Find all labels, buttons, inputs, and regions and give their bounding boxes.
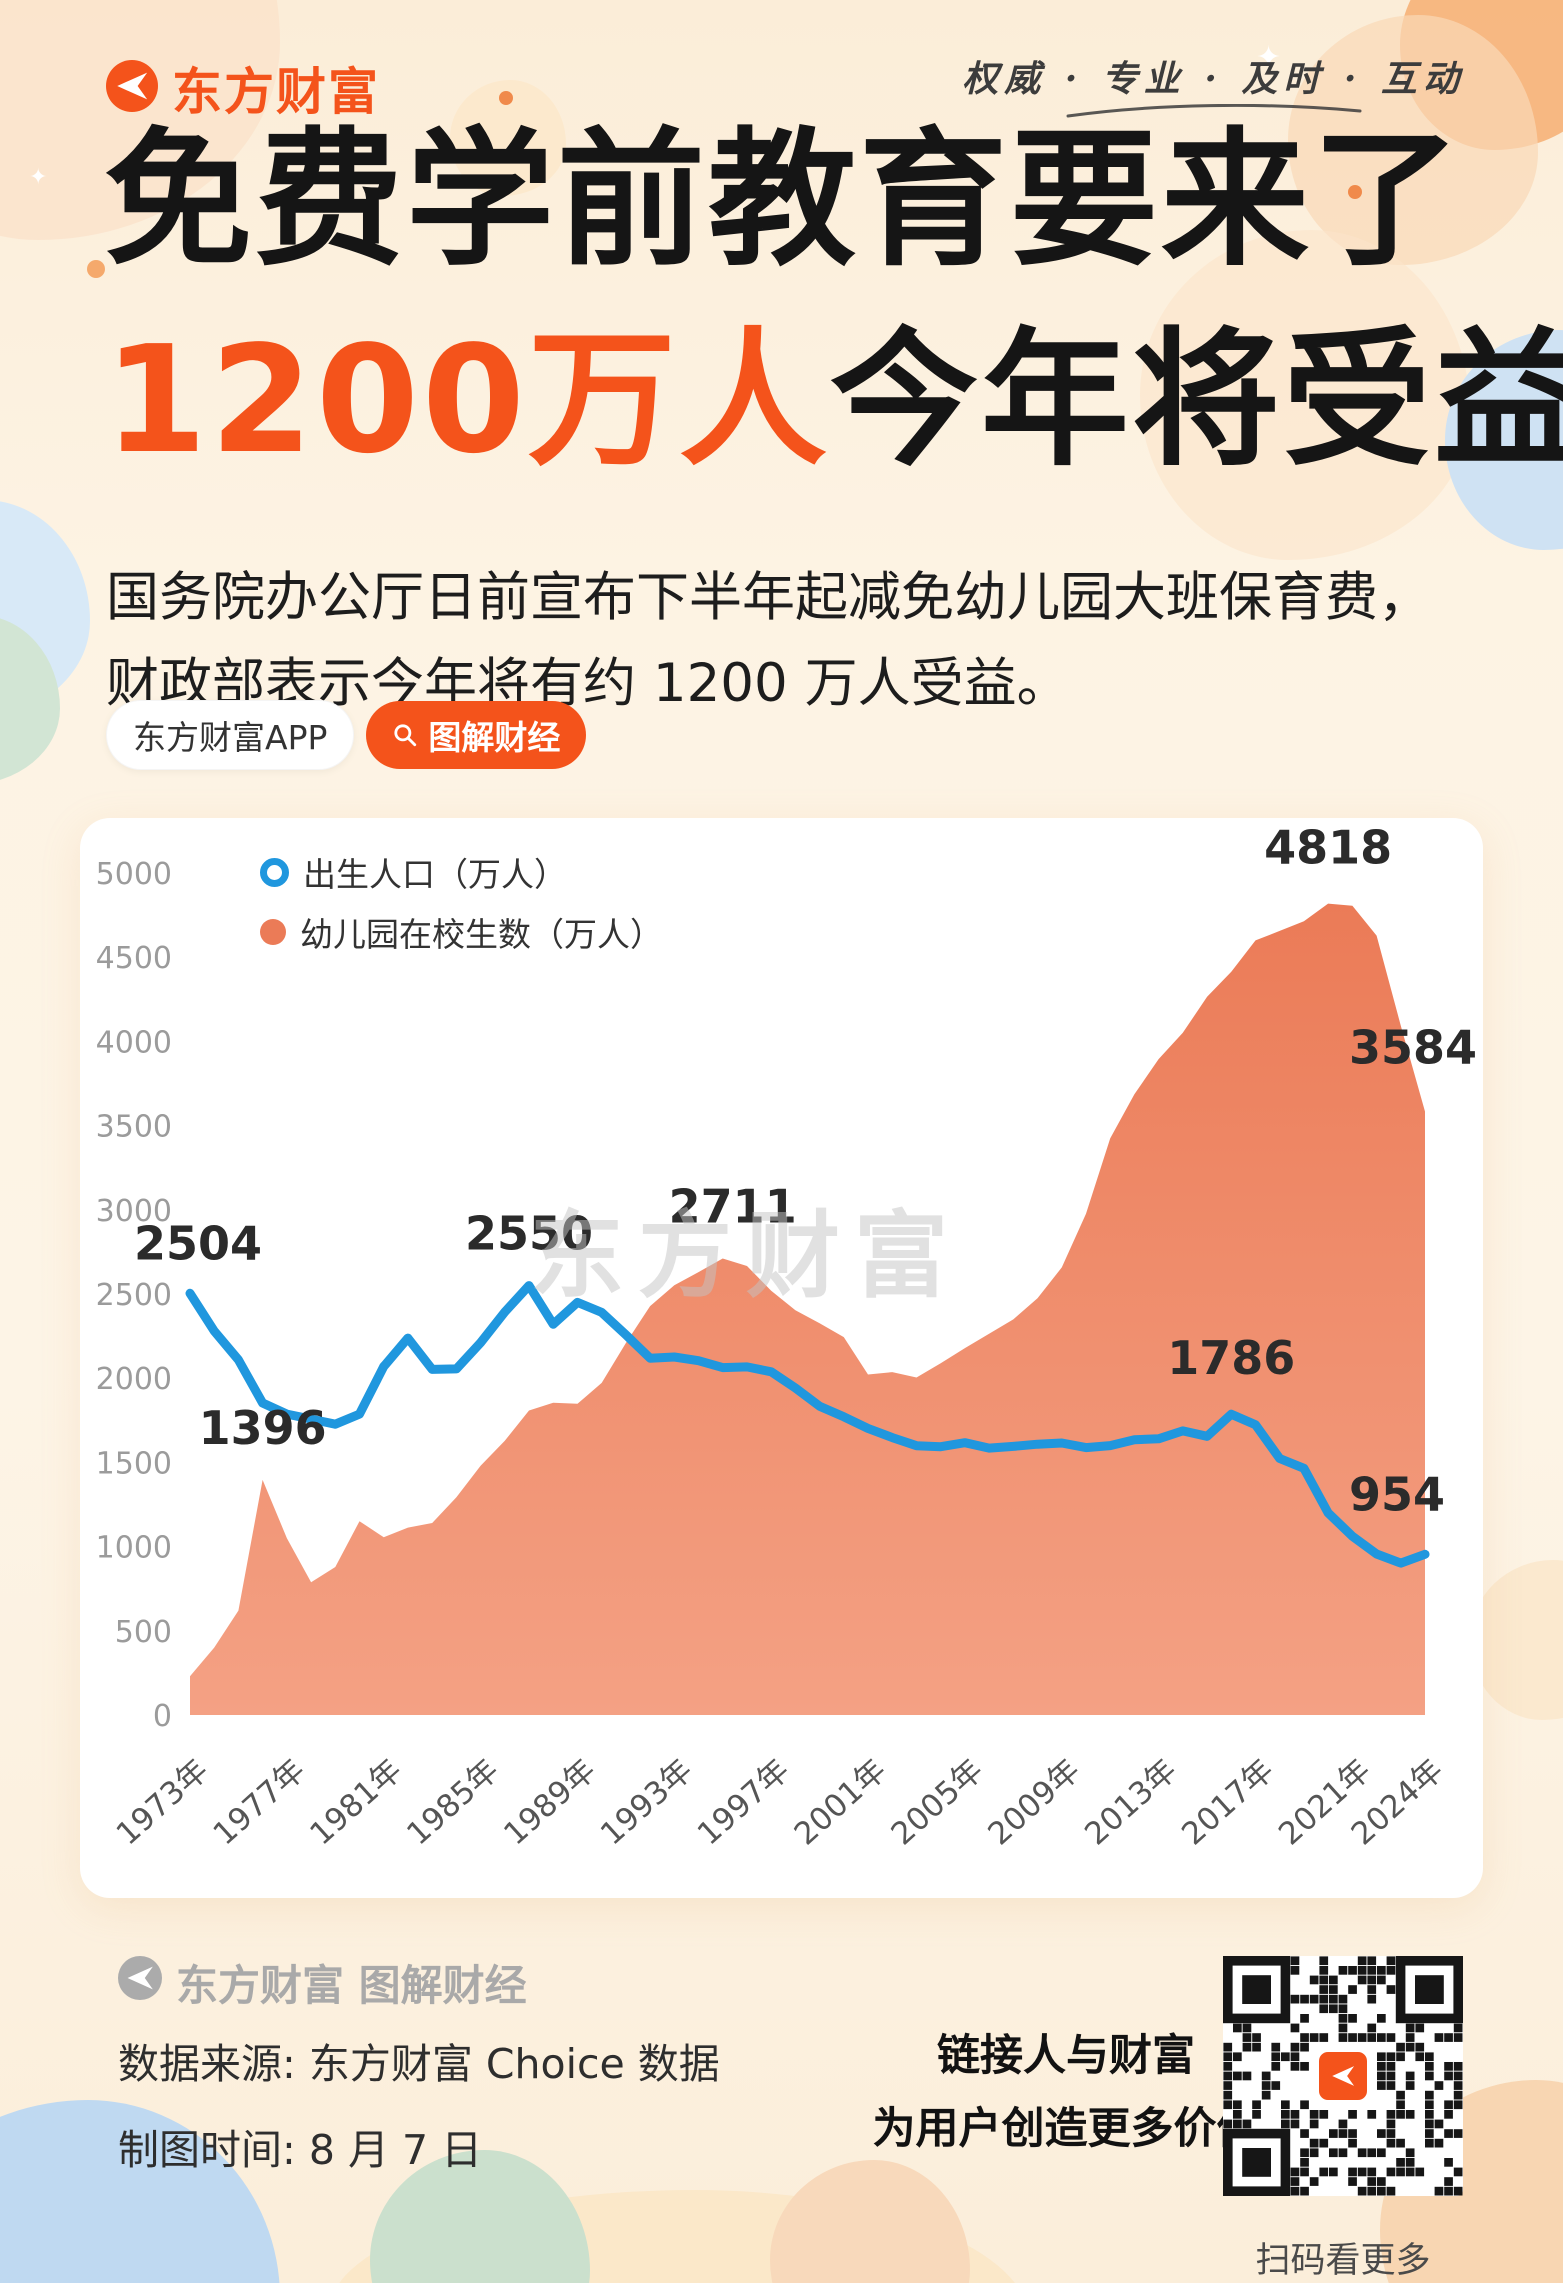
x-axis-ticks: 1973年1977年1981年1985年1989年1993年1997年2001年… xyxy=(110,1752,1451,1852)
header-tagline: 权威 · 专业 · 及时 · 互动 xyxy=(962,50,1465,120)
legend-marker-line-icon xyxy=(260,857,289,887)
svg-text:4500: 4500 xyxy=(96,941,172,976)
title-line2-rest: 今年将受益 xyxy=(829,314,1563,486)
svg-text:1997年: 1997年 xyxy=(691,1752,797,1852)
chart-svg: 0 500 1000 1500 2000 2500 3000 3500 4000 4500 5000… xyxy=(96,821,1477,1853)
column-tag-label: 图解财经 xyxy=(428,718,561,757)
qr-caption: 扫码看更多 xyxy=(1255,2241,1431,2281)
svg-text:1989年: 1989年 xyxy=(497,1752,603,1852)
svg-text:2009年: 2009年 xyxy=(981,1752,1087,1852)
legend-label-births: 出生人口（万人） xyxy=(303,855,567,894)
svg-text:1977年: 1977年 xyxy=(206,1752,312,1852)
footer-slogan: 链接人与财富 为用户创造更多价值 xyxy=(856,2020,1276,2166)
svg-text:5000: 5000 xyxy=(96,857,172,892)
slogan-line2: 为用户创造更多价值 xyxy=(872,2104,1260,2155)
decor-blob xyxy=(770,2160,970,2283)
chart-date: 制图时间: 8 月 7 日 xyxy=(118,2126,483,2174)
svg-text:1993年: 1993年 xyxy=(594,1752,700,1852)
births-line-series xyxy=(185,1281,1430,1568)
sparkle-icon: ✦ xyxy=(1256,40,1282,75)
svg-text:1786: 1786 xyxy=(1167,1331,1295,1385)
svg-text:4000: 4000 xyxy=(96,1025,172,1060)
qr-pattern xyxy=(1223,1956,1463,2196)
svg-text:3584: 3584 xyxy=(1349,1021,1477,1075)
tag-row: 东方财富APP 图解财经 xyxy=(106,700,587,770)
legend-label-kindergarten: 幼儿园在校生数（万人） xyxy=(300,915,663,954)
svg-text:1981年: 1981年 xyxy=(303,1752,409,1852)
svg-text:2017年: 2017年 xyxy=(1175,1752,1281,1852)
svg-text:2500: 2500 xyxy=(96,1278,172,1313)
slogan-line1: 链接人与财富 xyxy=(937,2031,1195,2081)
legend-item-kindergarten: 幼儿园在校生数（万人） xyxy=(260,908,663,956)
svg-text:1000: 1000 xyxy=(96,1531,172,1566)
svg-text:1500: 1500 xyxy=(96,1446,172,1481)
decor-blob xyxy=(1140,230,1470,560)
decor-blob xyxy=(1288,15,1538,265)
brand-logo-icon xyxy=(106,60,158,116)
main-title-line1: 免费学前教育要来了 xyxy=(104,114,1463,286)
svg-text:3500: 3500 xyxy=(96,1110,172,1145)
decor-dot xyxy=(87,260,105,278)
svg-text:2711: 2711 xyxy=(669,1180,797,1234)
svg-text:1985年: 1985年 xyxy=(400,1752,506,1852)
chart-card: 0 500 1000 1500 2000 2500 3000 3500 4000 4500 5000… xyxy=(80,818,1483,1898)
legend-marker-area-icon xyxy=(260,919,286,945)
svg-text:1973年: 1973年 xyxy=(110,1752,216,1852)
svg-text:2504: 2504 xyxy=(134,1216,262,1270)
decor-dot xyxy=(499,91,513,105)
qr-code[interactable] xyxy=(1223,1956,1463,2196)
svg-text:4818: 4818 xyxy=(1264,821,1392,875)
tagline-text: 权威 · 专业 · 及时 · 互动 xyxy=(962,58,1465,100)
data-labels: 2504 1396 2550 2711 1786 4818 3584 954 xyxy=(134,821,1477,1522)
search-icon xyxy=(394,724,417,747)
app-tag[interactable]: 东方财富APP xyxy=(106,700,355,770)
qr-logo-icon xyxy=(1314,2047,1372,2105)
chart-legend: 出生人口（万人） 幼儿园在校生数（万人） xyxy=(260,848,663,956)
decor-dot xyxy=(1348,185,1362,199)
svg-text:2013年: 2013年 xyxy=(1078,1752,1184,1852)
watermark: 东方财富 xyxy=(530,1202,963,1311)
svg-text:2550: 2550 xyxy=(465,1207,593,1261)
brand-name: 东方财富 xyxy=(172,63,380,121)
main-title-line2: 1200万人今年将受益 xyxy=(104,308,1563,493)
footer-brand-label: 东方财富 图解财经 xyxy=(176,1961,527,2010)
svg-text:1396: 1396 xyxy=(199,1401,327,1455)
footer-logo-icon xyxy=(118,1955,162,2010)
svg-text:954: 954 xyxy=(1349,1467,1445,1521)
data-source: 数据来源: 东方财富 Choice 数据 xyxy=(118,2040,720,2088)
svg-text:2000: 2000 xyxy=(96,1362,172,1397)
decor-blob xyxy=(1470,1560,1563,1720)
svg-text:2001年: 2001年 xyxy=(788,1752,894,1852)
svg-text:2005年: 2005年 xyxy=(884,1752,990,1852)
svg-text:500: 500 xyxy=(115,1615,172,1650)
footer-brand: 东方财富 图解财经 xyxy=(118,1952,527,2013)
svg-text:3000: 3000 xyxy=(96,1194,172,1229)
tagline-swoosh-icon xyxy=(1066,104,1362,118)
legend-item-births: 出生人口（万人） xyxy=(260,848,663,896)
header-logo: 东方财富 xyxy=(106,52,380,124)
svg-text:0: 0 xyxy=(153,1699,172,1734)
sparkle-icon: ✦ xyxy=(29,165,48,190)
kindergarten-area-series xyxy=(190,903,1425,1715)
title-highlight: 1200万人 xyxy=(104,314,830,486)
column-tag[interactable]: 图解财经 xyxy=(366,701,587,769)
y-axis-ticks: 0 500 1000 1500 2000 2500 3000 3500 4000 4500 5000 xyxy=(96,857,172,1734)
